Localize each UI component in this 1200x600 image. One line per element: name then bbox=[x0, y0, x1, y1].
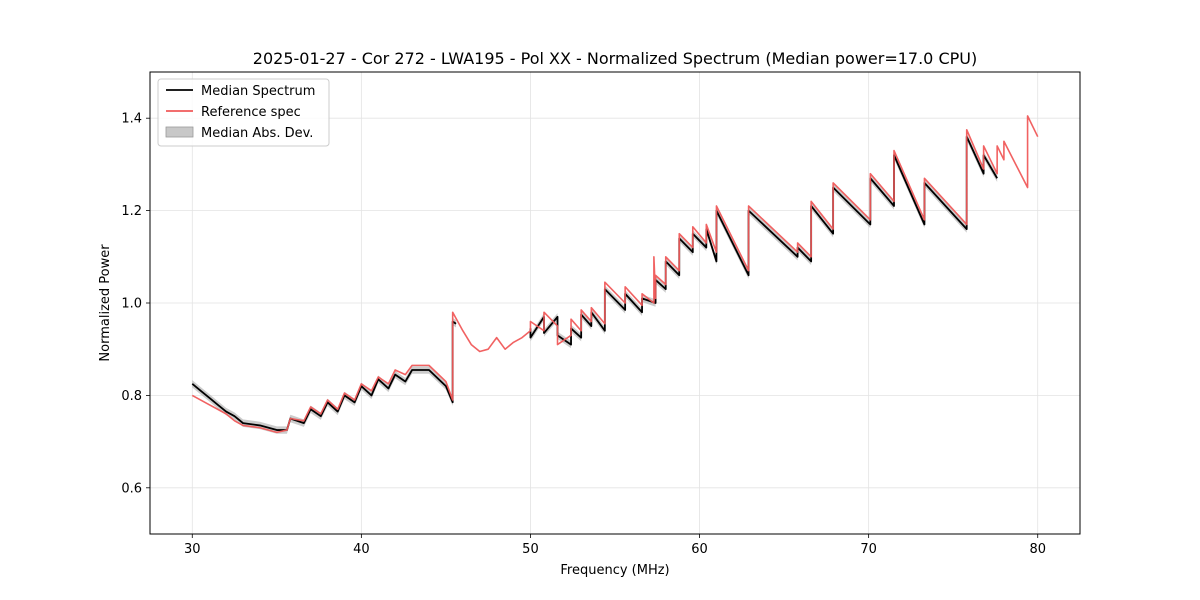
x-axis: 30 40 50 60 70 80 bbox=[184, 534, 1046, 557]
y-tick-label: 1.0 bbox=[121, 297, 142, 312]
x-tick-label: 40 bbox=[353, 542, 370, 557]
mad-band-area bbox=[530, 132, 998, 349]
x-tick-label: 70 bbox=[860, 542, 877, 557]
x-tick-label: 30 bbox=[184, 542, 201, 557]
series-group bbox=[191, 115, 1039, 434]
y-tick-label: 0.8 bbox=[121, 389, 142, 404]
legend-box bbox=[157, 78, 330, 147]
x-tick-label: 50 bbox=[522, 542, 539, 557]
y-axis-label: Normalized Power bbox=[98, 244, 113, 362]
legend: Median Spectrum Reference spec Median Ab… bbox=[157, 78, 330, 147]
median-spectrum-line bbox=[191, 320, 457, 431]
legend-label-mad: Median Abs. Dev. bbox=[201, 126, 313, 141]
y-tick-label: 1.4 bbox=[121, 112, 142, 127]
y-tick-label: 1.2 bbox=[121, 204, 142, 219]
legend-swatch-mad bbox=[165, 126, 194, 138]
y-axis: 0.6 0.8 1.0 1.2 1.4 bbox=[121, 112, 150, 496]
y-tick-label: 0.6 bbox=[121, 481, 142, 496]
x-axis-label: Frequency (MHz) bbox=[560, 563, 669, 578]
legend-label-reference: Reference spec bbox=[201, 105, 301, 120]
median-spectrum-line bbox=[529, 135, 998, 346]
x-tick-label: 80 bbox=[1029, 542, 1046, 557]
legend-label-median: Median Spectrum bbox=[201, 84, 315, 99]
chart-title: 2025-01-27 - Cor 272 - LWA195 - Pol XX -… bbox=[253, 49, 977, 68]
x-tick-label: 60 bbox=[691, 542, 708, 557]
reference-spec-line bbox=[191, 115, 1039, 434]
